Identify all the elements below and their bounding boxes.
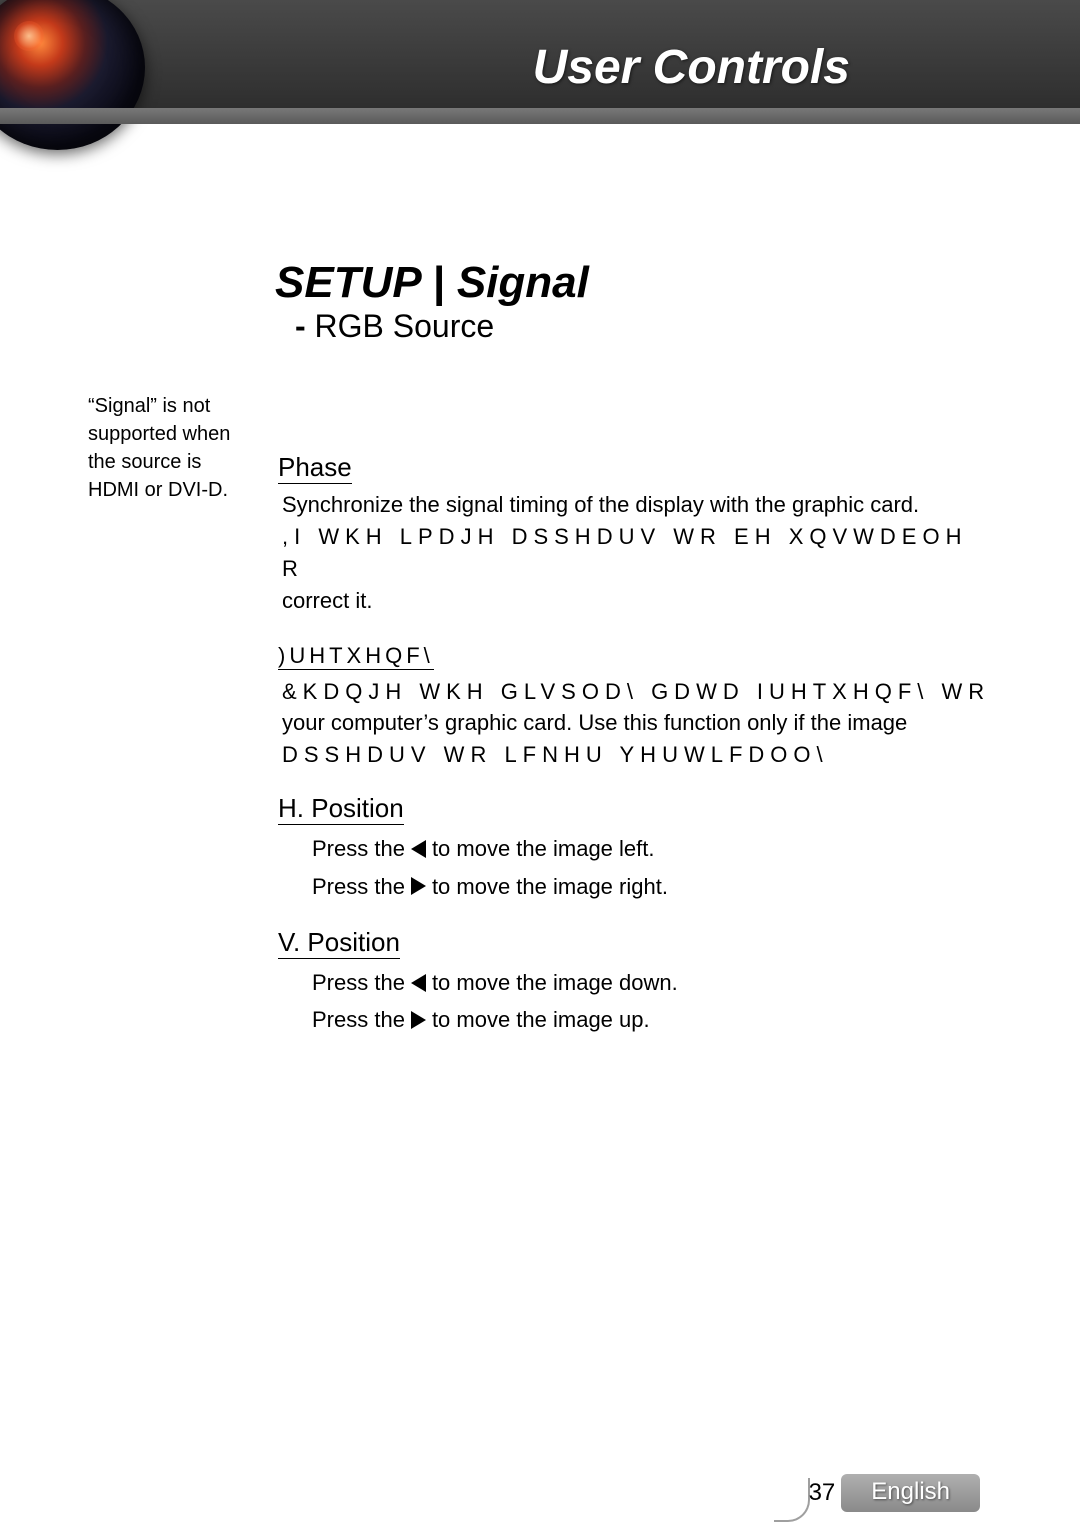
page-subtitle: RGB Source [295,308,494,345]
vposition-body: Press the to move the image down. Press … [278,964,998,1039]
phase-label: Phase [278,452,998,483]
hpos-left-row: Press the to move the image left. [282,830,998,867]
phase-label-text: Phase [278,452,352,484]
hposition-label: H. Position [278,793,998,824]
frequency-line1: &KDQJH WKH GLVSOD\ GDWD IUHTXHQF\ WR [282,679,990,704]
header-title: User Controls [533,40,850,95]
footer: 37 English [809,1474,980,1512]
vposition-label: V. Position [278,927,998,958]
press-prefix: Press the [312,964,405,1001]
page-title: SETUP | Signal [275,258,589,308]
frequency-line3: DSSHDUV WR LFNHU YHUWLFDOO\ [282,742,829,767]
triangle-right-icon [411,1011,426,1029]
header-stripe [0,108,1080,124]
page-number: 37 [809,1479,836,1507]
hposition-label-text: H. Position [278,793,404,825]
phase-line3: correct it. [282,588,372,613]
vpos-left-row: Press the to move the image down. [282,964,998,1001]
vposition-label-text: V. Position [278,927,400,959]
phase-body: Synchronize the signal timing of the dis… [278,489,998,617]
triangle-left-icon [411,974,426,992]
language-badge: English [841,1474,980,1512]
frequency-label: )UHTXHQF\ [278,639,998,670]
vpos-right-desc: to move the image up. [432,1001,650,1038]
lens-image [0,0,145,150]
vpos-right-row: Press the to move the image up. [282,1001,998,1038]
triangle-right-icon [411,877,426,895]
phase-line1: Synchronize the signal timing of the dis… [282,492,919,517]
phase-line2: ,I WKH LPDJH DSSHDUV WR EH XQVWDEOH R [282,524,967,581]
frequency-body: &KDQJH WKH GLVSOD\ GDWD IUHTXHQF\ WR you… [278,676,998,772]
press-prefix: Press the [312,830,405,867]
header-banner: User Controls [0,0,1080,124]
hpos-right-desc: to move the image right. [432,868,668,905]
hpos-left-desc: to move the image left. [432,830,655,867]
hpos-right-row: Press the to move the image right. [282,868,998,905]
frequency-line2: your computer’s graphic card. Use this f… [282,710,907,735]
frequency-label-text: )UHTXHQF\ [278,643,434,670]
side-note: “Signal” is not supported when the sourc… [88,392,258,504]
footer-curve [774,1478,810,1522]
content-area: Phase Synchronize the signal timing of t… [278,452,998,1061]
triangle-left-icon [411,840,426,858]
hposition-body: Press the to move the image left. Press … [278,830,998,905]
press-prefix: Press the [312,1001,405,1038]
press-prefix: Press the [312,868,405,905]
vpos-left-desc: to move the image down. [432,964,678,1001]
